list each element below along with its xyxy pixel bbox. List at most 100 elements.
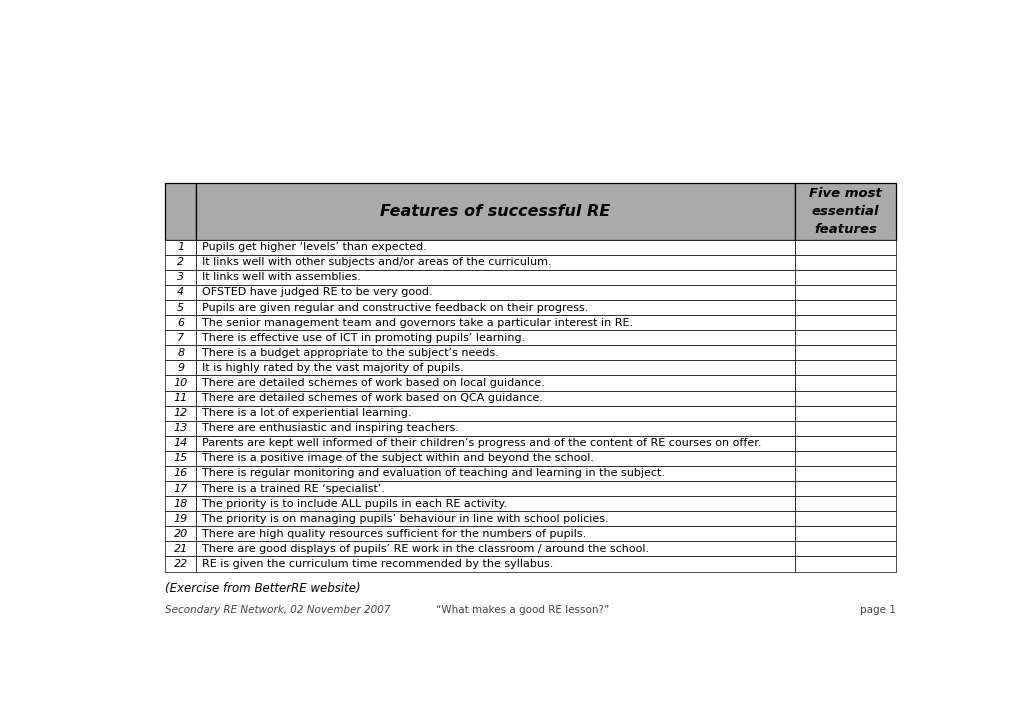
Text: 14: 14 (173, 438, 187, 449)
Bar (794, 420, 895, 436)
Bar (165, 496, 196, 511)
Bar (794, 557, 895, 572)
Bar (196, 557, 794, 572)
Bar (196, 390, 794, 405)
Text: The priority is to include ALL pupils in each RE activity.: The priority is to include ALL pupils in… (202, 499, 506, 508)
Bar (165, 270, 196, 285)
Bar (794, 496, 895, 511)
Bar (794, 240, 895, 255)
Bar (165, 405, 196, 420)
Bar (794, 405, 895, 420)
Bar (794, 436, 895, 451)
Bar (794, 346, 895, 360)
Text: 15: 15 (173, 454, 187, 464)
Text: Five most
essential
features: Five most essential features (808, 187, 881, 236)
Text: There is a positive image of the subject within and beyond the school.: There is a positive image of the subject… (202, 454, 593, 464)
Bar (196, 466, 794, 481)
Bar (794, 255, 895, 270)
Bar (165, 255, 196, 270)
Text: page 1: page 1 (859, 606, 895, 616)
Text: There are detailed schemes of work based on local guidance.: There are detailed schemes of work based… (202, 378, 544, 388)
Bar (196, 526, 794, 541)
Text: There is a lot of experiential learning.: There is a lot of experiential learning. (202, 408, 411, 418)
Bar (794, 390, 895, 405)
Bar (794, 511, 895, 526)
Text: 3: 3 (177, 272, 184, 282)
Bar (196, 255, 794, 270)
Text: 7: 7 (177, 333, 184, 343)
Bar (165, 557, 196, 572)
Bar (165, 541, 196, 557)
Text: 17: 17 (173, 484, 187, 493)
Text: There are detailed schemes of work based on QCA guidance.: There are detailed schemes of work based… (202, 393, 542, 403)
Bar (794, 285, 895, 300)
Bar (794, 300, 895, 315)
Text: Parents are kept well informed of their children’s progress and of the content o: Parents are kept well informed of their … (202, 438, 760, 449)
Text: It is highly rated by the vast majority of pupils.: It is highly rated by the vast majority … (202, 363, 463, 373)
Text: Features of successful RE: Features of successful RE (380, 204, 610, 219)
Bar (165, 511, 196, 526)
Text: 6: 6 (177, 318, 184, 328)
Text: It links well with assemblies.: It links well with assemblies. (202, 272, 360, 282)
Text: 11: 11 (173, 393, 187, 403)
Text: 22: 22 (173, 559, 187, 569)
Text: There is effective use of ICT in promoting pupils’ learning.: There is effective use of ICT in promoti… (202, 333, 525, 343)
Text: Secondary RE Network, 02 November 2007: Secondary RE Network, 02 November 2007 (165, 606, 390, 616)
Bar (794, 330, 895, 346)
Text: 10: 10 (173, 378, 187, 388)
Text: 12: 12 (173, 408, 187, 418)
Text: 16: 16 (173, 469, 187, 479)
Bar (196, 330, 794, 346)
Bar (794, 315, 895, 330)
Bar (794, 526, 895, 541)
Bar (165, 436, 196, 451)
Bar (165, 360, 196, 375)
Bar (794, 541, 895, 557)
Bar (196, 360, 794, 375)
Bar (196, 375, 794, 390)
Text: Pupils get higher ‘levels’ than expected.: Pupils get higher ‘levels’ than expected… (202, 242, 426, 252)
Text: (Exercise from BetterRE website): (Exercise from BetterRE website) (165, 582, 361, 595)
Bar (196, 315, 794, 330)
Bar (196, 300, 794, 315)
Bar (196, 496, 794, 511)
Bar (165, 390, 196, 405)
Bar (165, 300, 196, 315)
Bar (165, 466, 196, 481)
Bar (196, 270, 794, 285)
Bar (165, 184, 196, 240)
Text: RE is given the curriculum time recommended by the syllabus.: RE is given the curriculum time recommen… (202, 559, 552, 569)
Bar (196, 511, 794, 526)
Text: 21: 21 (173, 544, 187, 554)
Bar (196, 451, 794, 466)
Text: 20: 20 (173, 528, 187, 539)
Bar (196, 481, 794, 496)
Text: There is regular monitoring and evaluation of teaching and learning in the subje: There is regular monitoring and evaluati… (202, 469, 664, 479)
Bar (165, 526, 196, 541)
Bar (165, 375, 196, 390)
Text: 8: 8 (177, 348, 184, 358)
Text: There is a budget appropriate to the subject’s needs.: There is a budget appropriate to the sub… (202, 348, 498, 358)
Text: There is a trained RE ‘specialist’.: There is a trained RE ‘specialist’. (202, 484, 384, 493)
Bar (196, 285, 794, 300)
Text: Pupils are given regular and constructive feedback on their progress.: Pupils are given regular and constructiv… (202, 302, 588, 312)
Bar (196, 240, 794, 255)
Text: There are high quality resources sufficient for the numbers of pupils.: There are high quality resources suffici… (202, 528, 585, 539)
Bar (794, 270, 895, 285)
Bar (794, 184, 895, 240)
Bar (794, 481, 895, 496)
Text: 4: 4 (177, 287, 184, 297)
Bar (165, 420, 196, 436)
Bar (165, 285, 196, 300)
Text: 1: 1 (177, 242, 184, 252)
Bar (196, 405, 794, 420)
Text: 18: 18 (173, 499, 187, 508)
Bar (794, 375, 895, 390)
Bar (196, 184, 794, 240)
Text: 13: 13 (173, 423, 187, 433)
Text: 2: 2 (177, 257, 184, 267)
Bar (165, 481, 196, 496)
Text: There are enthusiastic and inspiring teachers.: There are enthusiastic and inspiring tea… (202, 423, 459, 433)
Text: 5: 5 (177, 302, 184, 312)
Bar (794, 360, 895, 375)
